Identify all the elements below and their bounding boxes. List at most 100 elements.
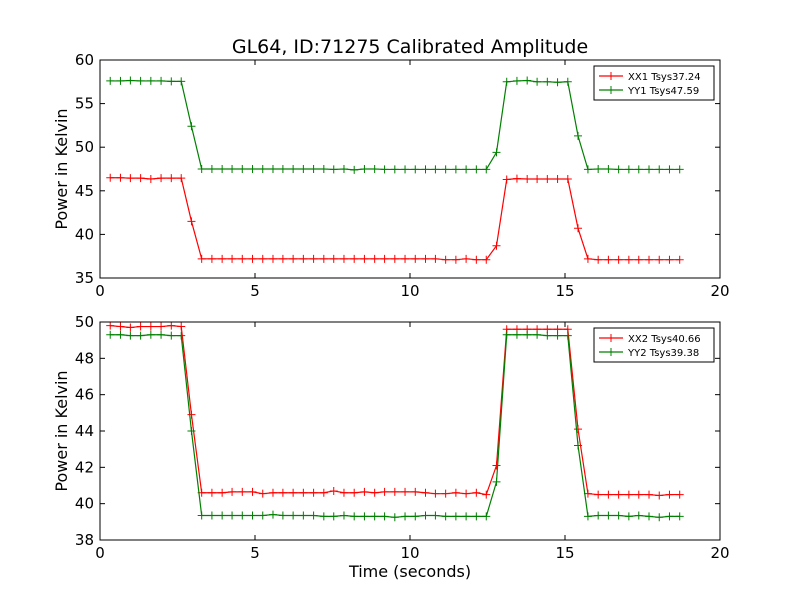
data-point [116,173,125,182]
data-point [329,165,338,174]
x-tick-label: 0 [95,282,105,300]
data-point [543,331,552,340]
data-point [339,165,348,173]
data-point [339,254,348,263]
y-tick-label: 48 [75,349,94,367]
data-point [309,254,318,263]
data-point [421,488,430,497]
data-point [380,165,389,174]
data-point [634,511,643,520]
data-point [583,512,592,521]
data-point [614,490,623,499]
data-point [106,76,115,85]
data-point [665,165,674,174]
data-point [329,486,338,495]
data-point [238,254,247,263]
legend-marker [607,348,615,356]
data-point [401,512,410,521]
data-point [218,488,227,497]
data-point [533,330,542,339]
data-point [380,254,389,263]
y-tick-label: 46 [75,386,94,404]
data-point [675,512,684,521]
legend-marker [607,86,615,94]
y-axis-label: Power in Kelvin [52,370,71,491]
data-point [563,77,572,86]
data-point [360,165,369,173]
data-point [583,165,592,174]
data-point [533,77,542,86]
data-point [360,254,369,263]
data-point [218,511,227,520]
data-point [645,512,654,521]
data-point [441,255,450,264]
data-point [157,174,166,183]
data-point [167,77,176,86]
legend-entry-label: XX1 Tsys37.24 [628,72,701,83]
data-point [228,487,237,496]
data-point [451,255,460,264]
data-point [502,330,511,339]
data-point [604,255,613,264]
data-point [441,512,450,521]
data-point [492,477,501,486]
data-point [655,255,664,264]
data-point [350,254,359,263]
data-point [390,254,399,263]
data-point [339,511,348,520]
data-point [238,165,247,173]
data-point [248,511,257,520]
x-tick-label: 10 [400,282,419,300]
legend-marker [607,334,615,342]
data-point [106,321,115,330]
data-point [380,487,389,496]
data-point [624,165,633,174]
data-point [401,165,410,174]
data-point [411,512,420,521]
data-point [502,175,511,184]
data-point [472,165,481,174]
data-point [248,254,257,263]
data-point [319,165,328,173]
data-point [278,165,287,173]
data-point [482,165,491,174]
x-tick-label: 20 [710,544,729,562]
data-point [278,488,287,497]
data-point [594,165,603,173]
data-point [624,512,633,521]
legend: XX2 Tsys40.66 YY2 Tsys39.38 [593,327,715,363]
data-point [675,490,684,499]
data-point [634,165,643,174]
data-point [574,131,583,140]
data-point [187,410,196,419]
x-tick-label: 0 [95,544,105,562]
data-point [431,511,440,520]
x-tick-label: 5 [250,544,260,562]
data-point [329,512,338,521]
data-point [370,488,379,497]
legend-marker [607,72,615,80]
data-point [604,165,613,173]
top-plot: 0 5 10 15 20 35 40 45 50 55 60 Power in Kelvin XX1 T… [52,51,730,300]
x-tick-label: 5 [250,282,260,300]
data-point [309,488,318,497]
data-point [350,512,359,521]
data-point [238,511,247,520]
y-tick-label: 35 [75,269,94,287]
data-point [339,488,348,497]
data-point [177,174,186,183]
data-point [289,488,298,497]
data-point [523,175,532,184]
legend-box [593,65,715,101]
data-point [634,255,643,264]
data-point [157,76,166,85]
data-point [157,330,166,339]
bottom-plot: 0 5 10 15 20 38 40 42 44 46 48 50 Power in Kelvin Tim… [52,313,730,581]
y-tick-label: 50 [75,138,94,156]
data-point [665,255,674,264]
data-point [411,254,420,263]
data-point [278,254,287,263]
data-point [390,165,399,174]
data-point [451,165,460,174]
data-point [146,175,155,184]
